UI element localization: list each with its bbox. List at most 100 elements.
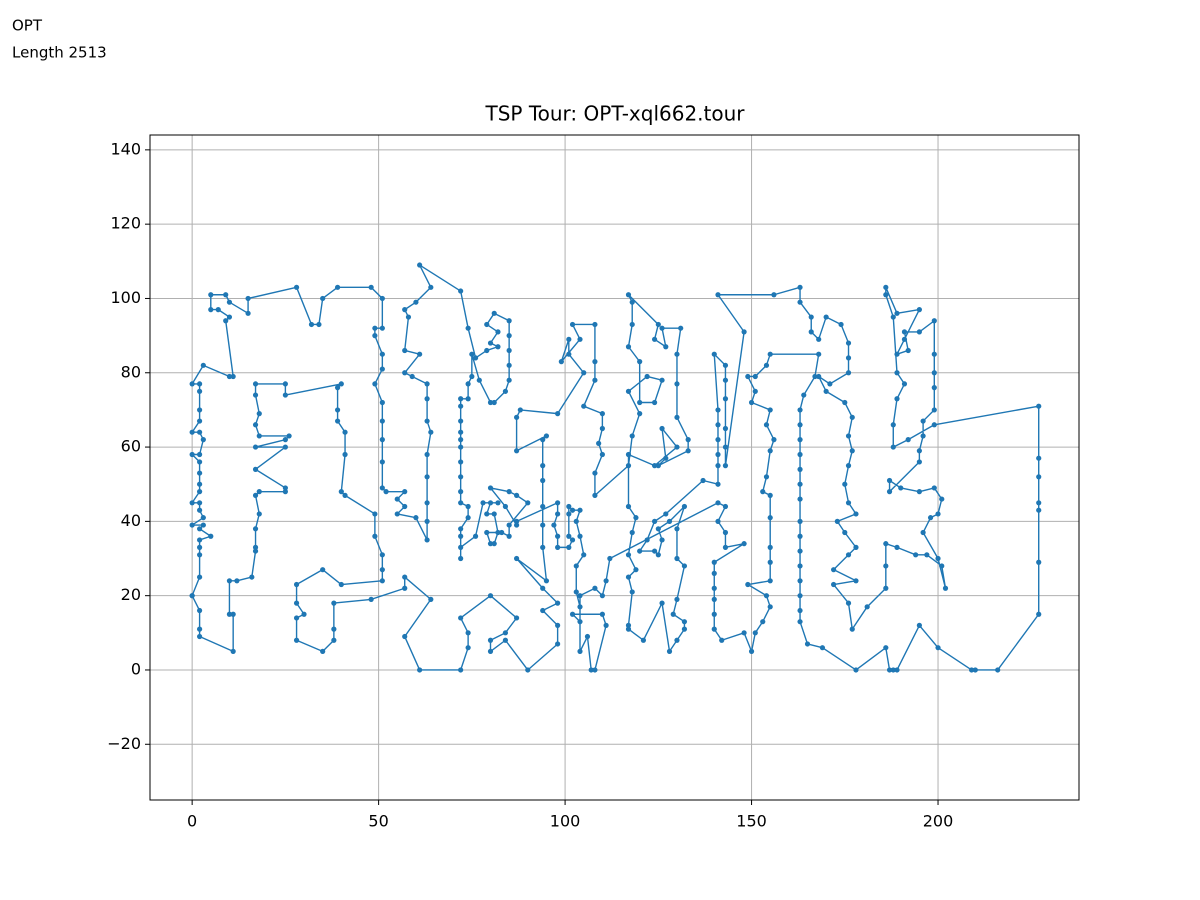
city-point: [845, 600, 852, 606]
city-point: [797, 466, 803, 472]
city-point: [469, 351, 475, 357]
city-point: [894, 351, 900, 357]
city-point: [417, 667, 423, 673]
city-point: [741, 541, 747, 547]
city-point: [506, 533, 512, 539]
city-point: [487, 485, 494, 491]
city-point: [465, 515, 471, 521]
city-point: [722, 425, 729, 432]
city-point: [823, 314, 829, 320]
city-point: [629, 433, 635, 439]
city-point: [763, 422, 770, 428]
city-point: [722, 503, 729, 510]
city-point: [845, 370, 852, 376]
city-point: [465, 396, 471, 402]
city-point: [383, 489, 389, 495]
city-point: [197, 381, 203, 387]
city-point: [883, 645, 889, 651]
city-point: [458, 288, 464, 294]
city-point: [592, 667, 598, 673]
city-point: [379, 578, 385, 584]
city-point: [607, 555, 613, 562]
city-point: [920, 418, 926, 424]
city-point: [566, 336, 572, 342]
city-point: [655, 526, 661, 532]
city-point: [197, 537, 203, 543]
city-point: [491, 399, 497, 406]
city-point: [916, 448, 922, 454]
city-point: [458, 429, 464, 435]
city-point: [409, 373, 415, 380]
city-point: [633, 567, 639, 573]
city-point: [797, 422, 803, 428]
city-point: [252, 492, 259, 498]
city-point: [674, 526, 680, 532]
city-point: [372, 511, 378, 517]
city-point: [458, 489, 464, 495]
city-point: [674, 637, 680, 643]
city-point: [252, 548, 259, 554]
city-point: [379, 567, 385, 573]
city-point: [797, 481, 803, 487]
city-point: [968, 667, 975, 673]
city-point: [197, 607, 203, 614]
city-point: [338, 381, 344, 387]
city-point: [681, 563, 688, 569]
city-point: [625, 552, 632, 558]
city-point: [484, 321, 490, 328]
city-point: [711, 596, 717, 602]
city-point: [558, 359, 564, 365]
city-point: [293, 615, 300, 621]
city-point: [842, 399, 848, 406]
city-point: [625, 503, 632, 510]
city-point: [480, 500, 486, 506]
city-point: [502, 388, 509, 394]
city-point: [245, 295, 251, 302]
city-point: [853, 578, 859, 584]
city-point: [849, 414, 855, 420]
city-point: [424, 474, 430, 480]
city-point: [506, 377, 512, 383]
city-point: [424, 518, 430, 524]
city-point: [413, 515, 419, 521]
city-point: [748, 648, 755, 654]
city-point: [379, 399, 385, 406]
city-point: [711, 559, 717, 565]
city-point: [316, 321, 322, 328]
city-point: [424, 418, 430, 424]
city-point: [801, 392, 807, 398]
city-point: [465, 630, 471, 636]
city-point: [428, 284, 434, 290]
city-point: [722, 463, 729, 469]
city-point: [625, 622, 632, 628]
city-point: [700, 477, 706, 484]
city-point: [767, 448, 773, 454]
city-point: [920, 433, 926, 439]
city-point: [886, 477, 893, 484]
city-point: [722, 444, 729, 450]
city-point: [506, 522, 512, 528]
city-point: [763, 593, 770, 599]
city-point: [428, 596, 434, 602]
city-point: [581, 552, 587, 558]
city-point: [551, 522, 557, 528]
city-point: [197, 459, 203, 465]
city-point: [767, 351, 773, 357]
city-point: [249, 574, 255, 580]
city-point: [883, 284, 889, 290]
city-point: [555, 622, 561, 628]
axes-frame: [149, 134, 1080, 801]
city-point: [566, 533, 572, 539]
city-point: [487, 500, 494, 506]
city-point: [767, 492, 773, 498]
city-point: [831, 581, 837, 588]
city-point: [402, 633, 408, 640]
city-point: [722, 396, 729, 402]
city-point: [495, 329, 501, 335]
y-tick-label: 80: [121, 362, 141, 381]
city-point: [741, 329, 747, 335]
city-point: [197, 544, 203, 550]
city-point: [711, 570, 717, 576]
city-point: [722, 377, 729, 383]
city-point: [935, 511, 941, 517]
